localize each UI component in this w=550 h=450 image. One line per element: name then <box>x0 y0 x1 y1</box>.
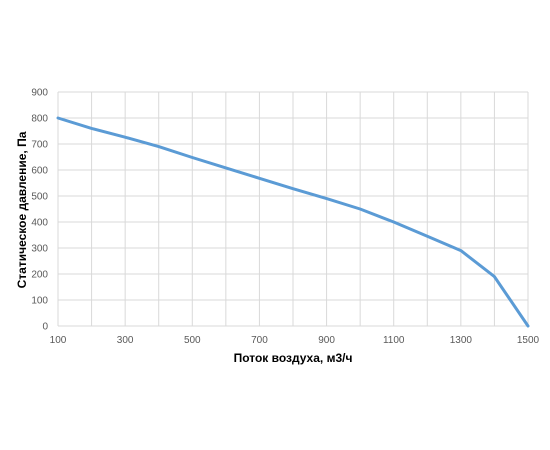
y-tick-label: 300 <box>31 244 48 255</box>
x-tick-label: 1300 <box>450 335 473 346</box>
series-line <box>56 116 530 328</box>
y-tick-label: 900 <box>31 88 48 99</box>
series-group <box>56 116 530 328</box>
vertical-gridlines <box>57 92 529 326</box>
x-axis-ticks: 100 300 500 700 900 1100 1300 1500 <box>50 335 540 346</box>
y-tick-label: 100 <box>31 296 48 307</box>
horizontal-gridlines <box>58 91 528 327</box>
x-axis-title: Поток воздуха, м3/ч <box>234 351 353 365</box>
y-tick-label: 800 <box>31 114 48 125</box>
y-axis-title: Статическое давление, Па <box>15 131 29 288</box>
x-tick-label: 100 <box>50 335 67 346</box>
x-tick-label: 700 <box>251 335 268 346</box>
x-tick-label: 900 <box>318 335 335 346</box>
y-tick-label: 200 <box>31 270 48 281</box>
x-tick-label: 1500 <box>517 335 540 346</box>
x-tick-label: 500 <box>184 335 201 346</box>
x-tick-label: 1100 <box>383 335 405 346</box>
y-tick-label: 500 <box>31 192 48 203</box>
y-tick-label: 700 <box>31 140 48 151</box>
x-tick-label: 300 <box>117 335 134 346</box>
y-tick-label: 600 <box>31 166 48 177</box>
y-tick-label: 0 <box>42 322 48 333</box>
y-axis-ticks: 0 100 200 300 400 500 600 700 800 900 <box>31 88 48 333</box>
y-tick-label: 400 <box>31 218 48 229</box>
